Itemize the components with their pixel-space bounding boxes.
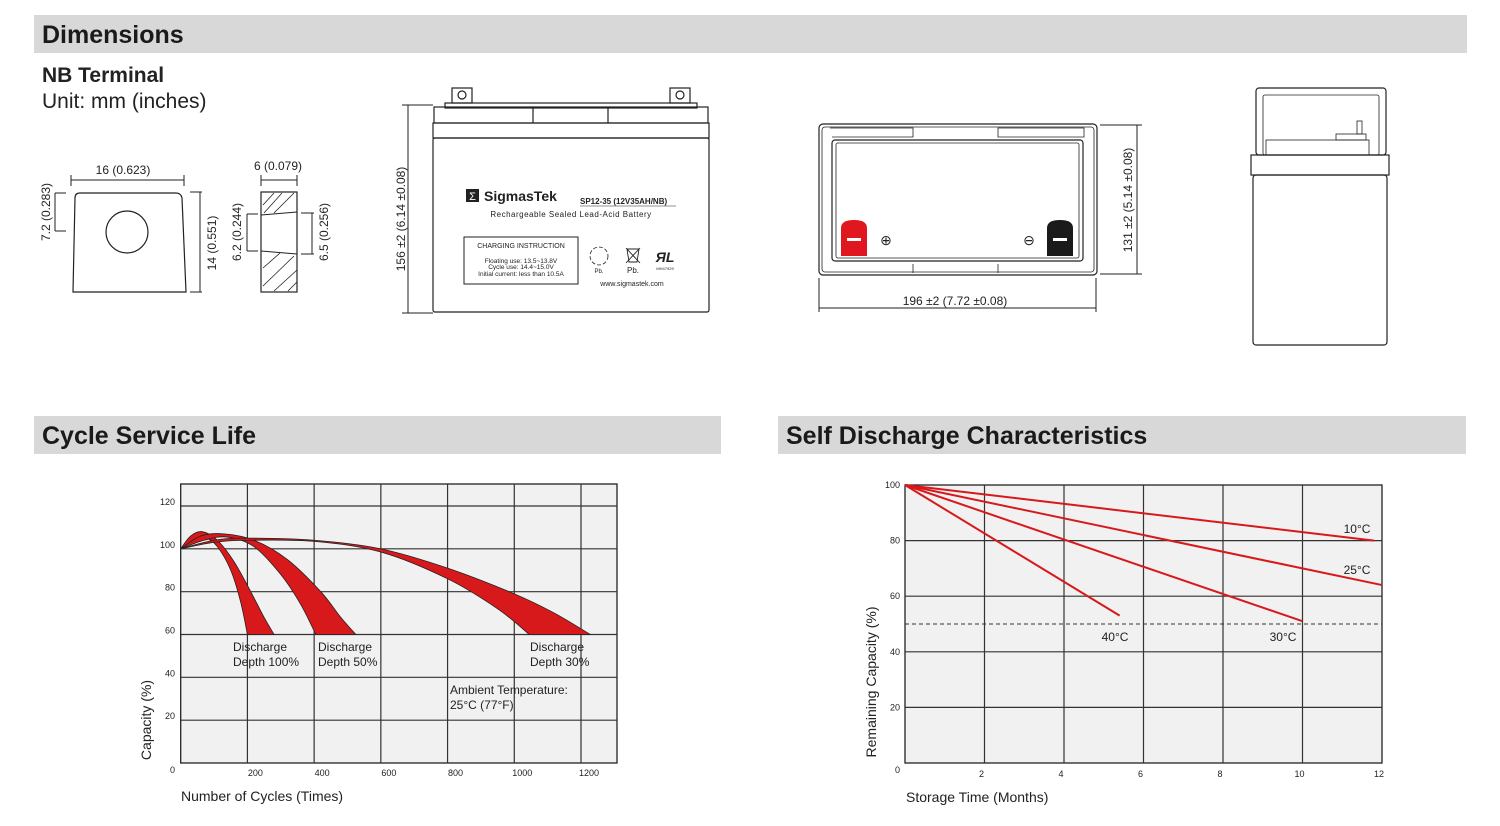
pb-mark-1: Pb. xyxy=(594,269,603,275)
model-number: SP12-35 (12V35AH/NB) xyxy=(580,197,667,206)
y-tick-label: 20 xyxy=(165,711,175,721)
website: www.sigmastek.com xyxy=(599,281,664,288)
x-tick-label: 10 xyxy=(1294,769,1304,779)
x-tick-label: 1200 xyxy=(579,768,599,778)
annotation-line1: Discharge xyxy=(530,640,584,654)
x-tick-label: 1000 xyxy=(512,768,532,778)
discharge-line-25c xyxy=(904,484,1383,587)
x-tick-label: 8 xyxy=(1217,769,1222,779)
y-axis-title: Remaining Capacity (%) xyxy=(863,607,879,758)
y-tick-label: 60 xyxy=(165,626,175,636)
unit-label: Unit: mm (inches) xyxy=(42,90,207,113)
battery-front-view: 156 ±2 (6.14 ±0.08) Σ SigmasTek SP12-35 … xyxy=(394,87,710,314)
y-tick-label: 20 xyxy=(890,702,900,712)
battery-top-view: ⊕ ⊖ 131 ±2 (5.14 ±0.08) 196 ±2 (7.72 ±0.… xyxy=(818,123,1142,312)
annotation-line2: Depth 100% xyxy=(233,655,299,669)
cycle-voltage: Cycle use: 14.4~15.0V xyxy=(488,264,554,271)
hole-outer-label: 6.5 (0.256) xyxy=(317,203,331,261)
x-tick-label: 6 xyxy=(1138,769,1143,779)
series-label: 25°C xyxy=(1344,563,1371,577)
annotation-line2: Depth 30% xyxy=(530,655,590,669)
recycle-icon xyxy=(589,246,609,266)
annotation-line1: Discharge xyxy=(318,640,372,654)
terminal-width-label: 16 (0.623) xyxy=(96,163,151,177)
terminal-type: NB Terminal xyxy=(42,64,165,87)
floating-voltage: Floating use: 13.5~13.8V xyxy=(485,258,558,265)
annotation-line1: Ambient Temperature: xyxy=(450,683,568,697)
brand-name: SigmasTek xyxy=(484,188,557,204)
battery-description: Rechargeable Sealed Lead-Acid Battery xyxy=(490,210,651,219)
discharge-line-40c xyxy=(904,484,1121,617)
series-label: 10°C xyxy=(1344,522,1371,536)
hole-inner-label: 6.2 (0.244) xyxy=(230,203,244,261)
terminal-thickness-label: 6 (0.079) xyxy=(254,159,302,173)
x-tick-label: 12 xyxy=(1374,769,1384,779)
annotation-line1: Discharge xyxy=(233,640,287,654)
ul-mark-icon: ЯL xyxy=(655,249,675,265)
charging-title: CHARGING INSTRUCTION xyxy=(477,243,565,250)
y-tick-label: 80 xyxy=(165,583,175,593)
discharge-line-10c xyxy=(904,484,1375,542)
x-tick-label: 4 xyxy=(1058,769,1063,779)
battery-side-view xyxy=(1250,87,1390,346)
y-tick-label: 40 xyxy=(165,668,175,678)
negative-symbol-icon: ⊖ xyxy=(1023,232,1035,248)
x-axis-title: Number of Cycles (Times) xyxy=(181,788,343,804)
capacity-band-30pct xyxy=(180,537,592,635)
y-tick-label: 0 xyxy=(895,765,900,775)
x-tick-label: 400 xyxy=(315,768,330,778)
x-tick-label: 800 xyxy=(448,768,463,778)
y-tick-label: 40 xyxy=(890,647,900,657)
cycle-life-header: Cycle Service Life xyxy=(34,416,721,454)
series-label: 30°C xyxy=(1270,630,1297,644)
pb-mark-2: Pb. xyxy=(627,266,639,275)
terminal-height-label: 14 (0.551) xyxy=(205,216,219,271)
svg-text:Σ: Σ xyxy=(469,191,476,203)
y-tick-label: 100 xyxy=(160,540,175,550)
annotation-line2: Depth 50% xyxy=(318,655,378,669)
crossed-bin-icon xyxy=(625,247,641,264)
terminal-upper-height-label: 7.2 (0.283) xyxy=(39,183,53,241)
x-tick-label: 200 xyxy=(248,768,263,778)
dimension-drawings: 16 (0.623) 7.2 (0.283) 14 (0.551) 6 (0.0… xyxy=(39,87,1390,346)
y-tick-label: 80 xyxy=(890,536,900,546)
battery-width-label: 131 ±2 (5.14 ±0.08) xyxy=(1121,148,1135,253)
x-tick-label: 2 xyxy=(979,769,984,779)
y-axis-title: Capacity (%) xyxy=(138,680,154,760)
sigma-logo-icon xyxy=(466,189,479,202)
dimensions-header: Dimensions xyxy=(34,15,1467,53)
battery-length-label: 196 ±2 (7.72 ±0.08) xyxy=(903,294,1008,308)
discharge-line-30c xyxy=(904,484,1303,623)
self-discharge-header: Self Discharge Characteristics xyxy=(778,416,1466,454)
initial-current: Initial current: less than 10.5A xyxy=(478,271,564,278)
y-tick-label: 120 xyxy=(160,497,175,507)
y-tick-label: 60 xyxy=(890,591,900,601)
x-axis-title: Storage Time (Months) xyxy=(906,789,1048,805)
ul-code: MH47929 xyxy=(656,266,674,271)
capacity-band-50pct xyxy=(180,533,357,635)
positive-symbol-icon: ⊕ xyxy=(880,232,892,248)
series-label: 40°C xyxy=(1102,630,1129,644)
battery-height-label: 156 ±2 (6.14 ±0.08) xyxy=(394,167,408,272)
annotation-line2: 25°C (77°F) xyxy=(450,698,514,712)
y-tick-label: 100 xyxy=(885,480,900,490)
x-tick-label: 600 xyxy=(381,768,396,778)
terminal-side-view: 6 (0.079) 6.2 (0.244) 6.5 (0.256) xyxy=(230,159,331,293)
terminal-front-view: 16 (0.623) 7.2 (0.283) 14 (0.551) xyxy=(39,163,219,293)
y-tick-label: 0 xyxy=(170,765,175,775)
